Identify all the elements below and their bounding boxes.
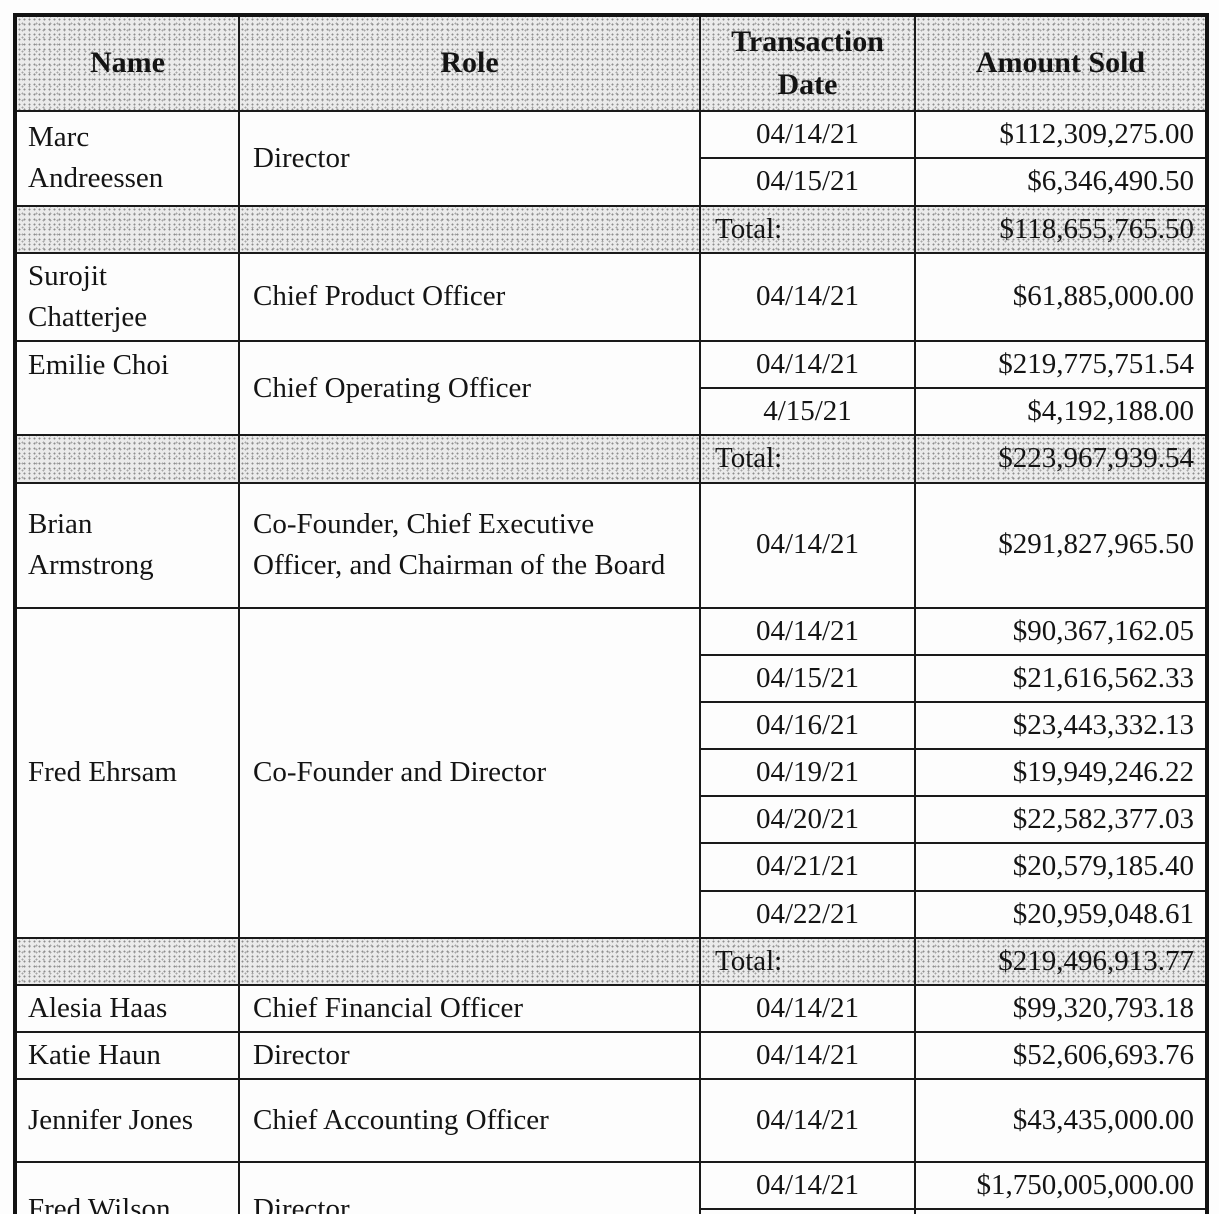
cell-name: Emilie Choi [14,340,240,437]
cell-amount: $4,192,188.00 [914,387,1208,437]
cell-amount: $66,768,943.24 [914,1208,1208,1214]
cell-date: 04/20/21 [699,795,916,845]
cell-date: 04/22/21 [699,889,916,939]
table-row: 04/22/21 $20,959,048.61 [15,889,1208,939]
cell-amount: $90,367,162.05 [914,606,1208,656]
table-row: Marc Andreessen Director 04/14/21 $112,3… [14,110,1208,207]
empty-shaded-cell [14,204,240,254]
table-row: 04/15/21 $21,616,562.33 [15,653,1208,703]
table-row: 04/19/21 $19,949,246.22 [15,748,1208,798]
total-row: Total: $219,496,913.77 [14,936,1208,986]
cell-date: 04/14/21 [699,983,916,1034]
cell-role: Chief Product Officer [238,251,701,343]
cell-name: Alesia Haas [14,983,240,1034]
table-row: 04/16/21 $23,443,332.13 [15,700,1208,751]
cell-total-label: Total: [699,434,916,484]
table-row: Fred Ehrsam Co-Founder and Director 04/1… [14,606,1208,939]
table-row: 04/15/21 $6,346,490.50 [15,157,1208,207]
col-header-amount-sold: Amount Sold [914,13,1208,113]
table-row: Jennifer Jones Chief Accounting Officer … [14,1078,1208,1164]
cell-amount: $23,443,332.13 [914,700,1208,751]
empty-shaded-cell [14,434,240,484]
cell-amount: $20,579,185.40 [914,842,1208,892]
table-row: 04/20/21 $22,582,377.03 [15,795,1208,845]
cell-total-amount: $219,496,913.77 [914,936,1208,986]
cell-date: 04/21/21 [699,842,916,892]
cell-role: Chief Operating Officer [238,340,701,437]
empty-shaded-cell [14,936,240,986]
table-row: Fred Wilson Director 04/14/21 $1,750,005… [14,1161,1208,1214]
table-row: Alesia Haas Chief Financial Officer 04/1… [14,983,1208,1034]
cell-name: Jennifer Jones [14,1078,240,1164]
cell-date: 04/14/21 [699,481,916,609]
cell-name: Surojit Chatterjee [14,251,240,343]
cell-total-label: Total: [699,204,916,254]
cell-amount: $61,885,000.00 [914,251,1208,343]
cell-role: Chief Financial Officer [238,983,701,1034]
insider-sales-table: Name Role Transaction Date Amount Sold M… [13,13,1209,1214]
cell-amount: $112,309,275.00 [914,110,1208,160]
cell-total-amount: $223,967,939.54 [914,434,1208,484]
cell-date: 04/15/21 [699,157,916,207]
table-row: Katie Haun Director 04/14/21 $52,606,693… [14,1031,1208,1081]
cell-role: Chief Accounting Officer [238,1078,701,1164]
cell-amount: $6,346,490.50 [914,157,1208,207]
table-row: 4/15/21 $4,192,188.00 [15,387,1208,437]
cell-date: 04/19/21 [699,748,916,798]
cell-amount: $20,959,048.61 [914,889,1208,939]
cell-date: 4/15/21 [699,387,916,437]
col-header-transaction-date: Transaction Date [699,13,916,113]
cell-name: Marc Andreessen [14,110,240,207]
cell-name: Fred Ehrsam [14,606,240,939]
cell-role: Co-Founder, Chief Executive Officer, and… [238,481,701,609]
total-row: Total: $223,967,939.54 [14,434,1208,484]
cell-date: 04/16/21 [699,700,916,751]
col-header-role: Role [238,13,701,113]
cell-date: 04/14/21 [699,110,916,160]
cell-amount: $43,435,000.00 [914,1078,1208,1164]
empty-shaded-cell [238,936,701,986]
cell-amount: $22,582,377.03 [914,795,1208,845]
cell-role: Director [238,110,701,207]
cell-date: 04/14/21 [699,251,916,343]
cell-amount: $219,775,751.54 [914,340,1208,390]
cell-date: 04/15/21 [699,1208,916,1214]
cell-date: 04/14/21 [699,340,916,390]
empty-shaded-cell [238,204,701,254]
cell-amount: $99,320,793.18 [914,983,1208,1034]
cell-name: Brian Armstrong [14,481,240,609]
cell-date: 04/14/21 [699,1031,916,1081]
cell-amount: $52,606,693.76 [914,1031,1208,1081]
cell-role: Director [238,1031,701,1081]
table-row: 04/21/21 $20,579,185.40 [15,842,1208,892]
table-row: 04/15/21 $66,768,943.24 [15,1208,1208,1214]
cell-role: Director [238,1161,701,1214]
total-row: Total: $118,655,765.50 [14,204,1208,254]
cell-amount: $21,616,562.33 [914,653,1208,703]
cell-total-label: Total: [699,936,916,986]
table-row: Brian Armstrong Co-Founder, Chief Execut… [14,481,1208,609]
cell-amount: $1,750,005,000.00 [914,1161,1208,1211]
cell-amount: $291,827,965.50 [914,481,1208,609]
cell-date: 04/14/21 [699,1078,916,1164]
empty-shaded-cell [238,434,701,484]
cell-date: 04/14/21 [699,606,916,656]
cell-name: Fred Wilson [14,1161,240,1214]
cell-date: 04/15/21 [699,653,916,703]
table-header-row: Name Role Transaction Date Amount Sold [14,13,1208,113]
table-row: Emilie Choi Chief Operating Officer 04/1… [14,340,1208,437]
cell-date: 04/14/21 [699,1161,916,1211]
cell-amount: $19,949,246.22 [914,748,1208,798]
cell-total-amount: $118,655,765.50 [914,204,1208,254]
table-row: Surojit Chatterjee Chief Product Officer… [14,251,1208,343]
col-header-name: Name [14,13,240,113]
cell-name: Katie Haun [14,1031,240,1081]
cell-role: Co-Founder and Director [238,606,701,939]
